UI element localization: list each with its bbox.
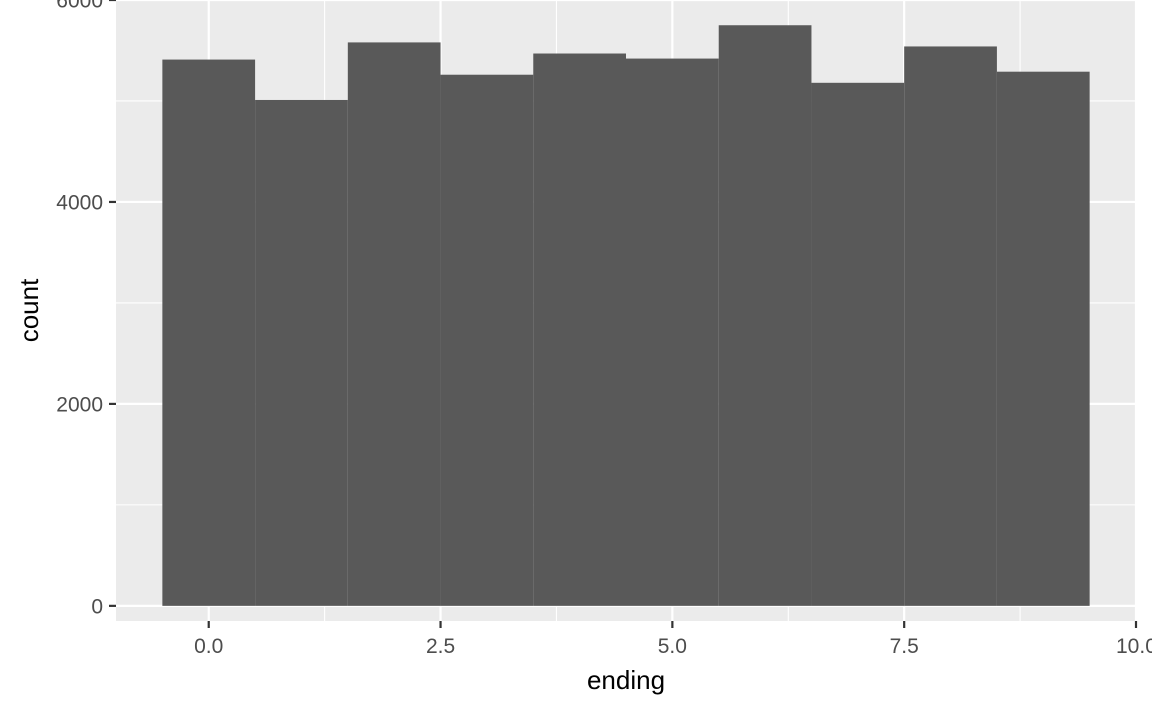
x-tick-label: 0.0 <box>194 635 223 658</box>
histogram-bar <box>996 71 1090 606</box>
histogram-bar <box>533 53 626 606</box>
x-axis-title: ending <box>587 665 665 695</box>
x-tick-label: 5.0 <box>658 635 687 658</box>
x-tick-label: 2.5 <box>426 635 455 658</box>
y-tick-label: 4000 <box>56 191 103 214</box>
bars <box>162 25 1090 606</box>
x-tick-label: 7.5 <box>890 635 919 658</box>
histogram-bar <box>626 58 719 606</box>
histogram-bar <box>718 25 812 606</box>
histogram-bar <box>440 74 534 606</box>
histogram-bar <box>811 82 905 606</box>
y-tick-label: 0 <box>91 595 103 618</box>
axes: 0 2000 4000 6000 0.0 2.5 5.0 7.5 10.0 <box>56 0 1152 658</box>
y-axis-title: count <box>14 278 44 342</box>
y-tick-label: 2000 <box>56 393 103 416</box>
x-tick-label: 10.0 <box>1116 635 1152 658</box>
histogram-bar <box>255 99 348 606</box>
y-tick-label: 6000 <box>56 0 103 13</box>
histogram-bar <box>904 46 997 606</box>
histogram-bar <box>347 42 441 606</box>
histogram-bar <box>162 59 256 606</box>
